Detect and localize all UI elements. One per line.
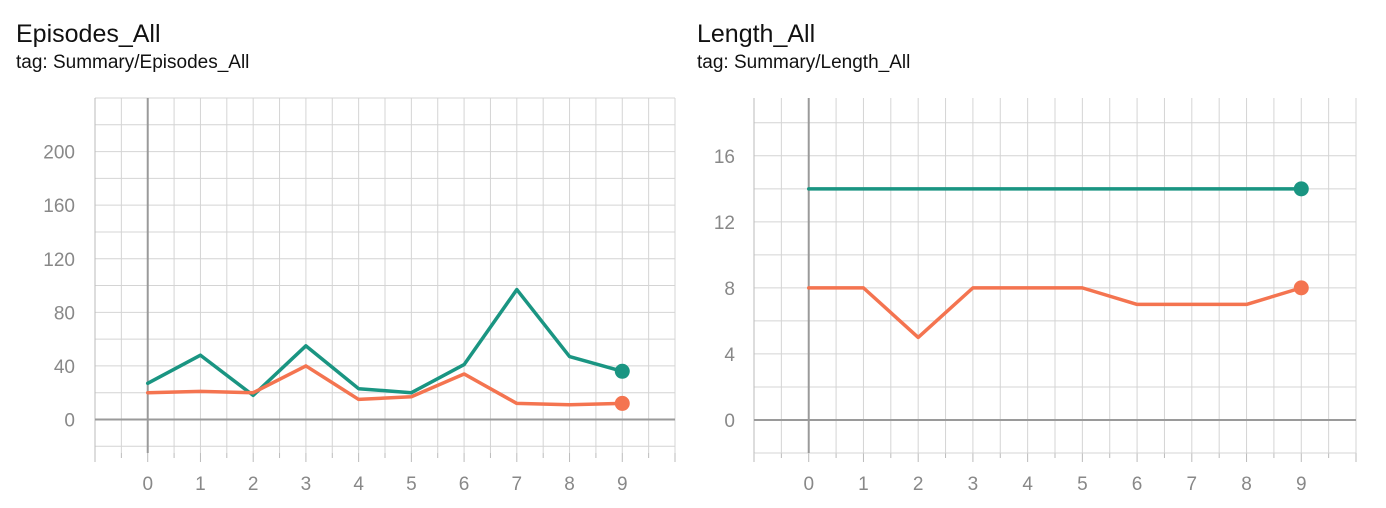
y-tick-label: 16 [714,147,735,168]
chart-card-episodes: Episodes_All tag: Summary/Episodes_All 0… [0,0,690,508]
x-tick-label: 0 [142,474,153,495]
x-tick-label: 7 [1187,474,1198,495]
x-tick-label: 1 [858,474,869,495]
series-endpoint [614,395,630,411]
y-tick-label: 200 [43,143,75,164]
x-tick-label: 2 [248,474,259,495]
y-tick-label: 8 [724,279,735,300]
x-tick-label: 9 [1296,474,1307,495]
y-tick-label: 40 [54,357,75,378]
series-line [806,286,1304,340]
x-tick-label: 1 [195,474,206,495]
chart-tag: tag: Summary/Length_All [697,52,911,73]
x-tick-label: 9 [617,474,628,495]
x-tick-label: 8 [1241,474,1252,495]
series-endpoint [614,363,630,379]
series-endpoint [1293,280,1309,296]
x-tick-label: 2 [913,474,924,495]
x-tick-label: 3 [301,474,312,495]
x-tick-label: 6 [1132,474,1143,495]
y-tick-label: 120 [43,250,75,271]
y-tick-label: 160 [43,196,75,217]
series-line [145,287,625,398]
y-tick-label: 80 [54,303,75,324]
grid [94,97,676,462]
x-tick-label: 7 [512,474,523,495]
x-tick-label: 0 [803,474,814,495]
y-tick-label: 4 [724,345,735,366]
x-tick-label: 4 [353,474,364,495]
chart-title: Length_All [697,20,816,48]
x-tick-label: 8 [564,474,575,495]
grid [753,98,1357,462]
y-tick-label: 12 [714,213,735,234]
y-tick-label: 0 [724,411,735,432]
chart-card-length: Length_All tag: Summary/Length_All 0 4 8 12… [690,0,1386,508]
x-tick-label: 3 [968,474,979,495]
x-tick-label: 4 [1022,474,1033,495]
episodes-chart: 0 40 80 120 160 200 0 1 2 3 4 5 6 7 8 9 [43,97,676,495]
chart-tag: tag: Summary/Episodes_All [16,52,250,73]
x-tick-label: 5 [406,474,417,495]
series-line [145,364,625,407]
series-endpoint [1293,181,1309,197]
chart-title: Episodes_All [16,20,161,48]
y-tick-label: 0 [64,411,75,432]
x-tick-label: 6 [459,474,470,495]
x-tick-label: 5 [1077,474,1088,495]
